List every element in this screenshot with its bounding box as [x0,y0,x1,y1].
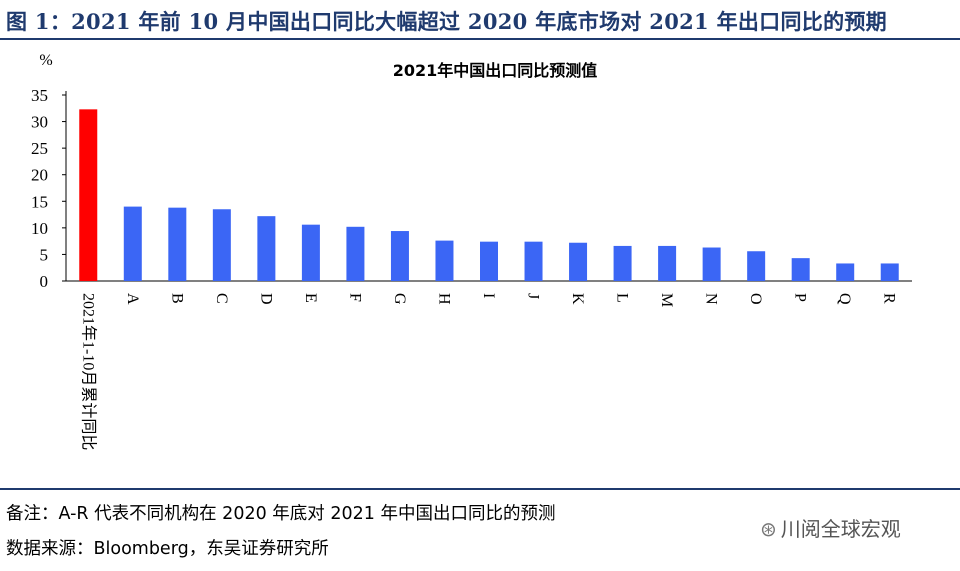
figure-title: 图 1：2021 年前 10 月中国出口同比大幅超过 2020 年底市场对 20… [6,9,887,34]
bar-forecast [168,207,187,281]
watermark-text: 川阅全球宏观 [780,517,901,541]
title-rule [0,38,960,40]
bar-forecast [301,224,320,281]
y-tick-label: 5 [40,245,49,264]
bar-forecast [836,263,855,281]
watermark: ⊛ 川阅全球宏观 [760,513,901,542]
bar-forecast [658,245,677,281]
x-tick-label: G [391,293,408,305]
bar-forecast [390,231,409,281]
x-tick-label: D [257,293,274,305]
y-tick-label: 0 [40,272,49,291]
x-tick-label: P [792,293,809,302]
bar-forecast [480,241,498,281]
x-tick-label: 2021年1-10月累计同比 [79,293,97,450]
y-axis-unit: % [39,52,52,69]
x-tick-label: K [569,293,586,305]
x-tick-label: E [302,293,319,303]
bar-forecast [524,241,543,281]
x-tick-label: M [658,293,675,307]
x-tick-label: I [480,293,497,298]
x-tick-label: O [747,293,764,305]
plot-area: 0 5 10 15 20 25 30 35 2021年1-10月累计同比 A B C D E F G H I J K L… [31,86,912,450]
x-tick-label: B [168,293,185,304]
x-tick-label: L [614,293,631,303]
data-source: 数据来源：Bloomberg，东吴证券研究所 [6,539,329,559]
y-tick-label: 10 [31,219,48,238]
x-tick-label: F [346,293,363,302]
x-tick-label: Q [836,293,853,305]
bar-forecast [435,240,454,281]
chart-title: 2021年中国出口同比预测值 [393,61,598,80]
bar-forecast [123,206,142,281]
bar-forecast [212,209,231,281]
bar-actual [79,109,98,281]
y-tick-label: 20 [31,166,48,185]
x-tick-label: C [213,293,230,304]
bar-forecast [880,263,899,281]
bar-forecast [346,226,365,281]
bar-forecast [747,251,766,281]
y-tick-label: 35 [31,86,48,105]
x-tick-label: H [435,293,452,305]
bar-forecast [702,247,721,281]
y-tick-label: 25 [31,139,48,158]
bar-forecast [257,216,276,281]
bar-chart: 2021年中国出口同比预测值 % 0 5 10 15 20 25 30 35 2021年1-10… [31,52,912,450]
x-tick-label: A [124,293,141,305]
y-tick-label: 15 [31,192,48,211]
footer-rule [0,488,960,490]
wechat-icon: ⊛ [760,517,777,541]
x-tick-label: J [525,293,542,299]
bar-forecast [791,258,810,281]
bar-forecast [613,245,632,281]
x-tick-label: N [703,293,720,305]
chart-note: 备注：A-R 代表不同机构在 2020 年底对 2021 年中国出口同比的预测 [6,504,556,524]
x-tick-label: R [881,293,898,304]
y-tick-label: 30 [31,113,48,132]
bar-forecast [569,242,588,281]
